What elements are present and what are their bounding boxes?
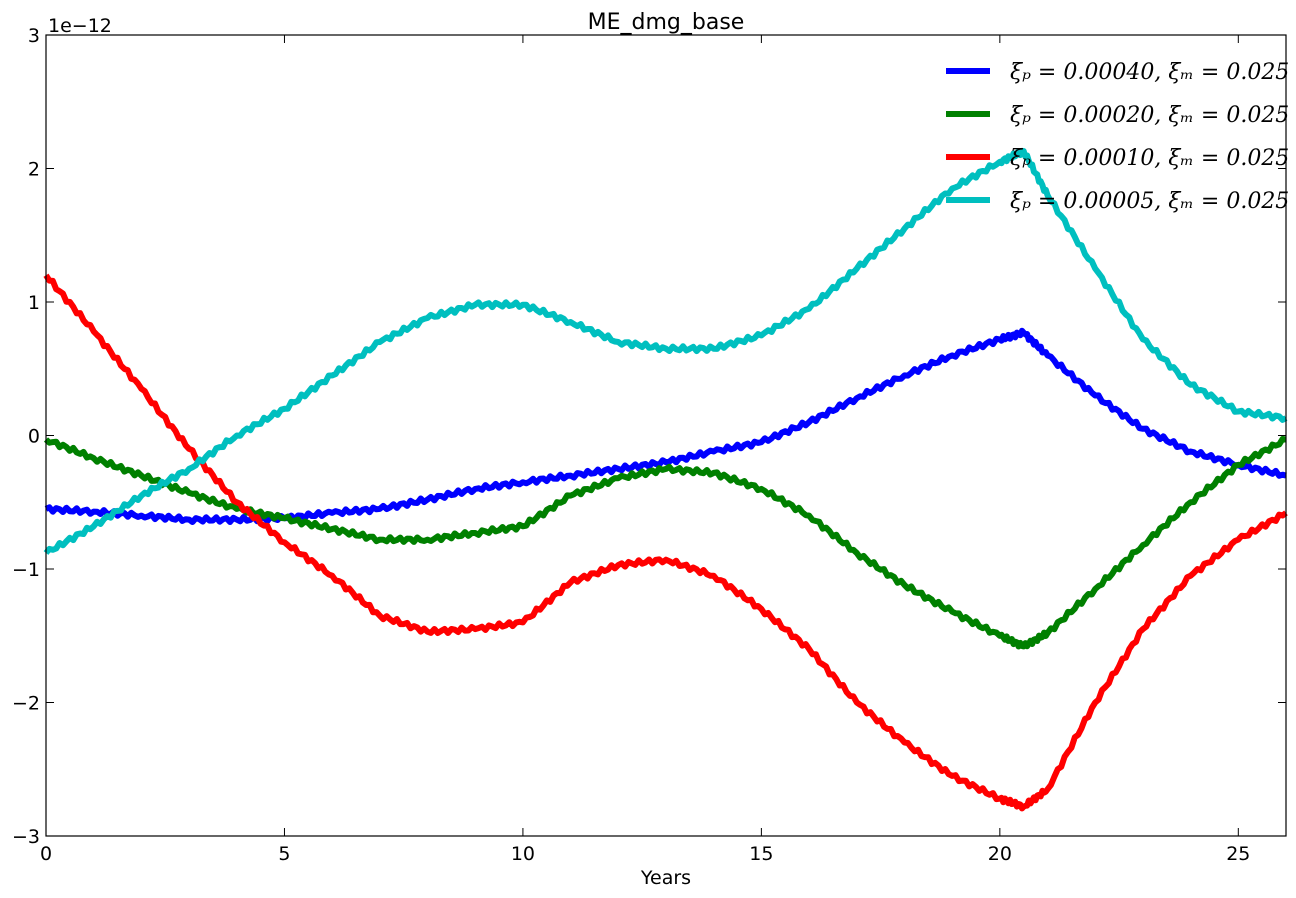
x-tick-label: 25	[1226, 843, 1250, 865]
series-line-3	[43, 273, 1288, 812]
legend-label-1: ξₚ = 0.00040, ξₘ = 0.025	[1010, 60, 1289, 85]
chart-title: ME_dmg_base	[588, 10, 745, 35]
y-tick-label: 0	[28, 426, 40, 448]
x-tick-label: 20	[988, 843, 1012, 865]
y-tick-label: 2	[28, 159, 40, 181]
y-tick-label: −1	[12, 559, 40, 581]
y-tick-label: 1	[28, 292, 40, 314]
x-tick-label: 5	[278, 843, 290, 865]
y-tick-label: −2	[12, 693, 40, 715]
legend-label-2: ξₚ = 0.00020, ξₘ = 0.025	[1010, 103, 1289, 128]
x-tick-label: 15	[749, 843, 773, 865]
legend-label-3: ξₚ = 0.00010, ξₘ = 0.025	[1010, 146, 1289, 171]
ticks-layer: 0 5 10 15 20 25 −3 −2 −1 0 1 2 3	[12, 25, 1286, 865]
series-layer	[43, 147, 1288, 812]
x-tick-label: 10	[511, 843, 535, 865]
y-tick-label: 3	[28, 25, 40, 47]
y-tick-label: −3	[12, 826, 40, 848]
x-axis-label: Years	[640, 867, 691, 889]
legend-label-4: ξₚ = 0.00005, ξₘ = 0.025	[1010, 189, 1289, 214]
x-tick-label: 0	[40, 843, 52, 865]
series-line-4	[43, 147, 1288, 555]
y-axis-offset-label: 1e−12	[48, 15, 112, 37]
series-line-2	[43, 435, 1287, 650]
legend: ξₚ = 0.00040, ξₘ = 0.025 ξₚ = 0.00020, ξₘ…	[946, 60, 1289, 214]
